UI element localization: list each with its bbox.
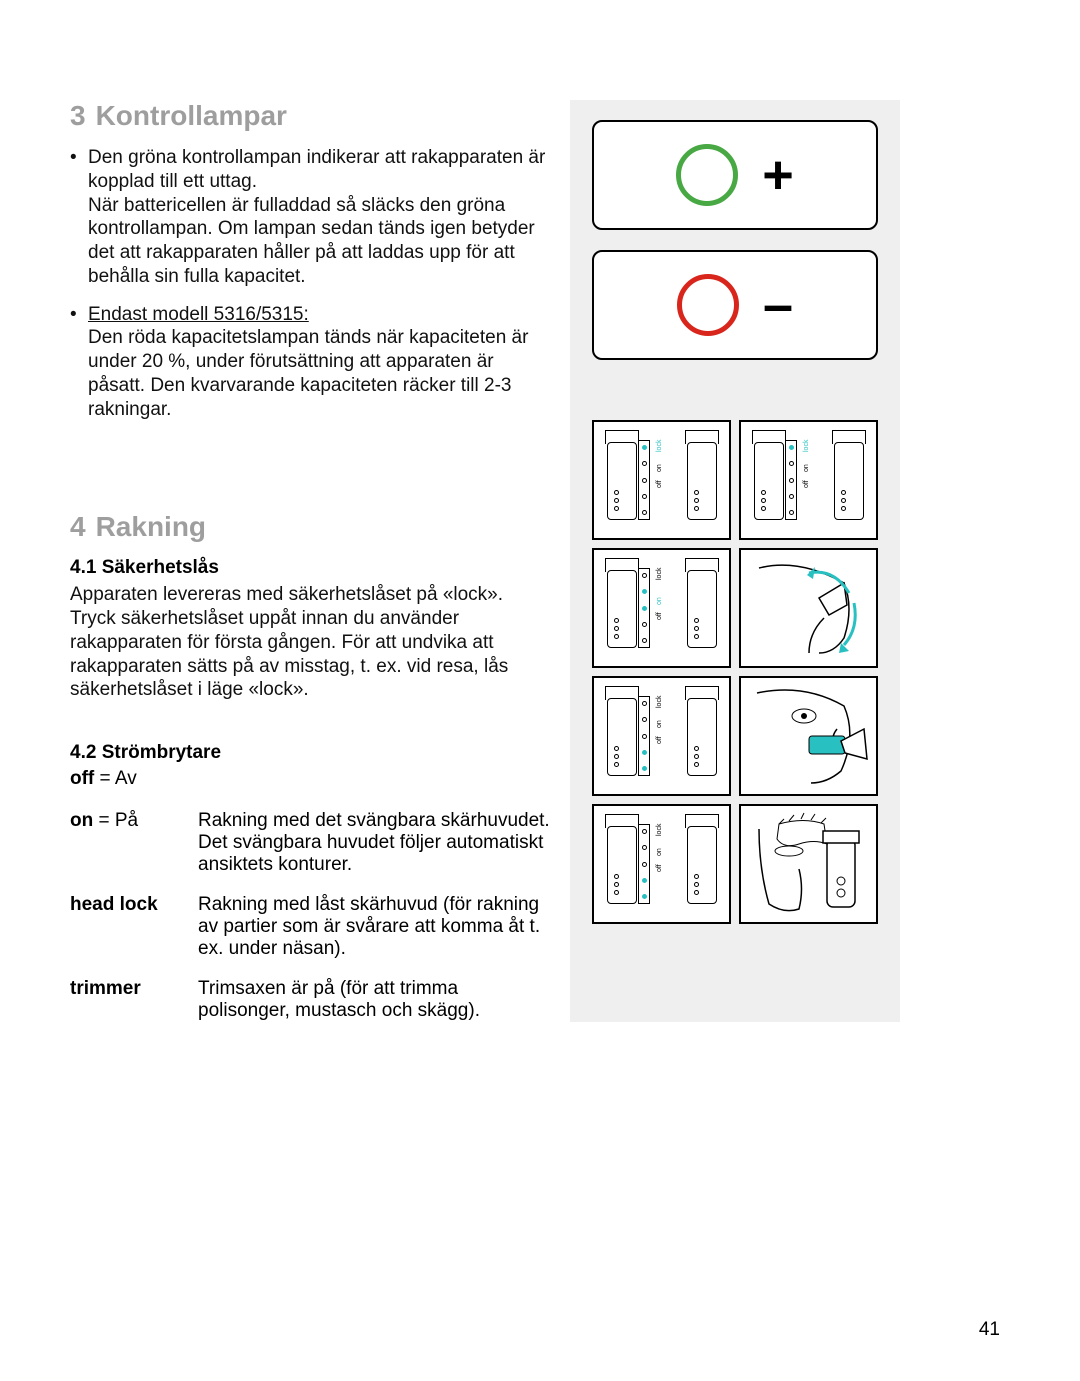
text-column: 3 Kontrollampar • Den gröna kontrollampan… — [70, 100, 550, 1022]
diagram-lock-state-dup: lock on off head lock trimmer — [739, 420, 878, 540]
slider-lock — [638, 440, 650, 520]
subsection-4-2-heading: 4.2 Strömbrytare — [70, 742, 550, 764]
section-4-title: Rakning — [96, 511, 206, 542]
bullet-red-lead: Endast modell 5316/5315: — [88, 304, 309, 325]
switch-headlock-desc: Rakning med låst skärhuvud (för rakning … — [198, 894, 550, 960]
section-3-title: Kontrollampar — [96, 100, 287, 131]
switch-on-label: on = På — [70, 810, 190, 876]
illustration-column: + – lock on off head lock trimmer — [570, 100, 900, 1022]
switch-headlock-label: head lock — [70, 894, 190, 960]
diagram-under-nose — [739, 676, 878, 796]
slider-lock-2 — [785, 440, 797, 520]
subsection-4-1-heading: 4.1 Säkerhetslås — [70, 557, 550, 579]
diagram-lock-state: lock on off head lock trimmer — [592, 420, 731, 540]
switch-off-row: off = Av — [70, 768, 550, 790]
subsection-4-1-text: Apparaten levereras med säkerhetslåset p… — [70, 583, 550, 702]
section-3-heading: 3 Kontrollampar — [70, 100, 550, 132]
shaver-diagram-grid: lock on off head lock trimmer lock on of… — [592, 420, 878, 924]
page-number: 41 — [979, 1319, 1000, 1341]
switch-trimmer-label: trimmer — [70, 978, 190, 1022]
section-4-number: 4 — [70, 511, 86, 542]
diagram-swivel-face — [739, 548, 878, 668]
switch-trimmer-desc: Trimsaxen är på (för att trimma polisong… — [198, 978, 550, 1022]
slider-headlock — [638, 696, 650, 776]
bullet-red-rest: Den röda kapacitetslampan tänds när kapa… — [88, 327, 528, 419]
switch-on-desc: Rakning med det svängbara skärhuvudet. D… — [198, 810, 550, 876]
diagram-trimmer-state: lock on off head lock trimmer — [592, 804, 731, 924]
indicator-minus-box: – — [592, 250, 878, 360]
switch-table: on = På Rakning med det svängbara skärhu… — [70, 810, 550, 1022]
green-ring-icon — [676, 144, 738, 206]
diagram-sideburn — [739, 804, 878, 924]
bullet-green-lamp-text: Den gröna kontrollampan indikerar att ra… — [88, 146, 550, 289]
bullet-green-lamp: • Den gröna kontrollampan indikerar att … — [70, 146, 550, 289]
indicator-plus-box: + — [592, 120, 878, 230]
section-3-number: 3 — [70, 100, 86, 131]
section-4-heading: 4 Rakning — [70, 511, 550, 543]
diagram-on-state: lock on off head lock trimmer — [592, 548, 731, 668]
slider-trimmer — [638, 824, 650, 904]
diagram-headlock-state: lock on off head lock trimmer — [592, 676, 731, 796]
plus-icon: + — [762, 148, 794, 202]
bullet-red-lamp: • Endast modell 5316/5315: Den röda kapa… — [70, 303, 550, 422]
slider-on — [638, 568, 650, 648]
red-ring-icon — [677, 274, 739, 336]
minus-icon: – — [763, 278, 793, 332]
